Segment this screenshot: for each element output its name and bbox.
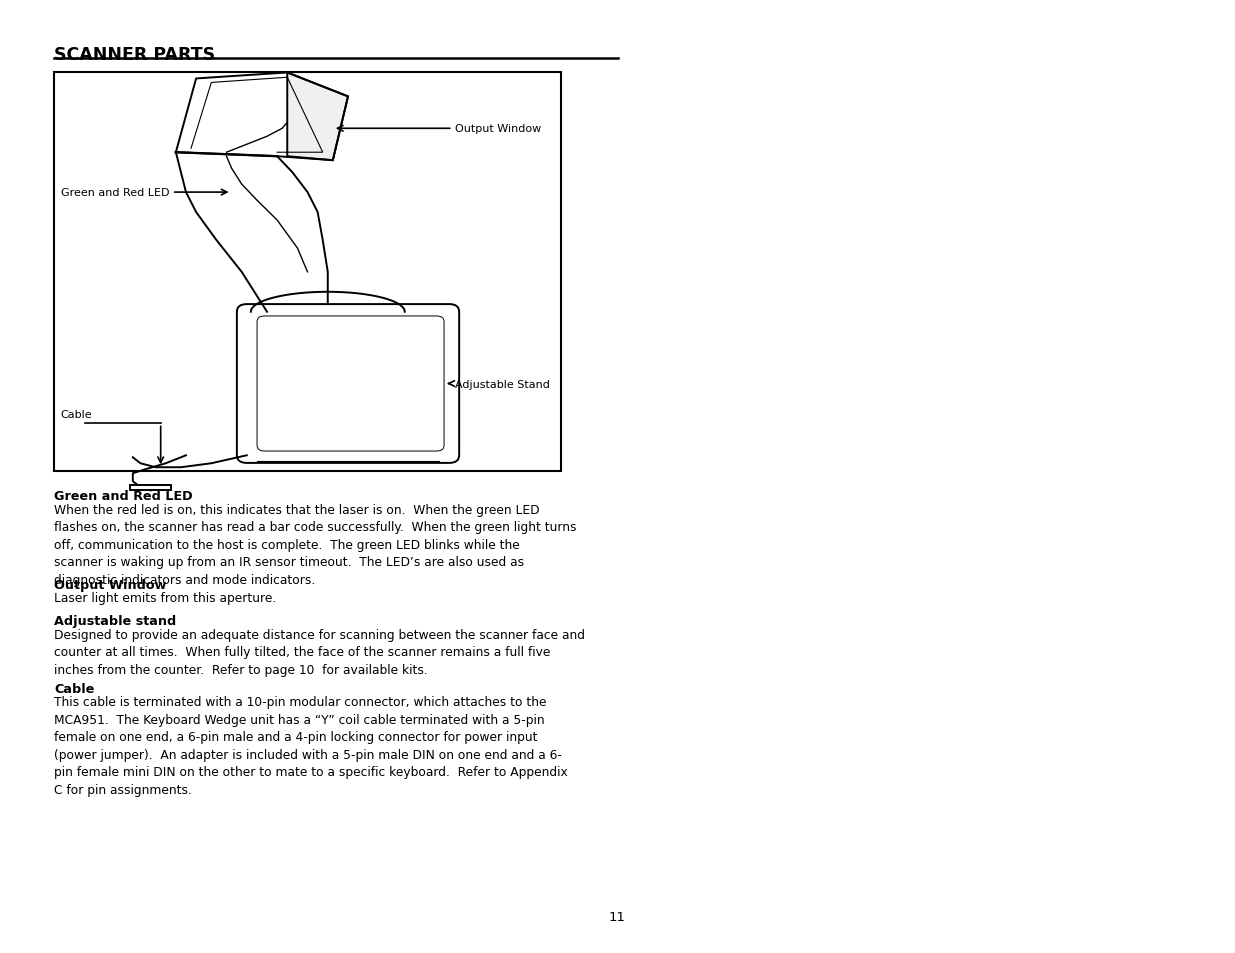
Text: Laser light emits from this aperture.: Laser light emits from this aperture. — [54, 592, 277, 605]
Text: This cable is terminated with a 10-pin modular connector, which attaches to the
: This cable is terminated with a 10-pin m… — [54, 696, 568, 796]
Text: Adjustable Stand: Adjustable Stand — [448, 379, 551, 389]
Text: When the red led is on, this indicates that the laser is on.  When the green LED: When the red led is on, this indicates t… — [54, 503, 577, 586]
FancyBboxPatch shape — [237, 305, 459, 463]
Text: Green and Red LED: Green and Red LED — [54, 490, 193, 503]
FancyBboxPatch shape — [257, 316, 445, 452]
Text: Cable: Cable — [61, 410, 93, 420]
Text: Output Window: Output Window — [54, 578, 167, 592]
Text: Designed to provide an adequate distance for scanning between the scanner face a: Designed to provide an adequate distance… — [54, 628, 585, 676]
Text: Output Window: Output Window — [337, 124, 542, 134]
Text: 11: 11 — [609, 910, 626, 923]
Text: Adjustable stand: Adjustable stand — [54, 615, 177, 628]
Polygon shape — [130, 486, 170, 491]
Text: SCANNER PARTS: SCANNER PARTS — [54, 46, 215, 64]
Text: Cable: Cable — [54, 682, 95, 696]
Polygon shape — [288, 73, 348, 161]
Text: Green and Red LED: Green and Red LED — [61, 188, 227, 198]
Bar — [54, 73, 561, 472]
